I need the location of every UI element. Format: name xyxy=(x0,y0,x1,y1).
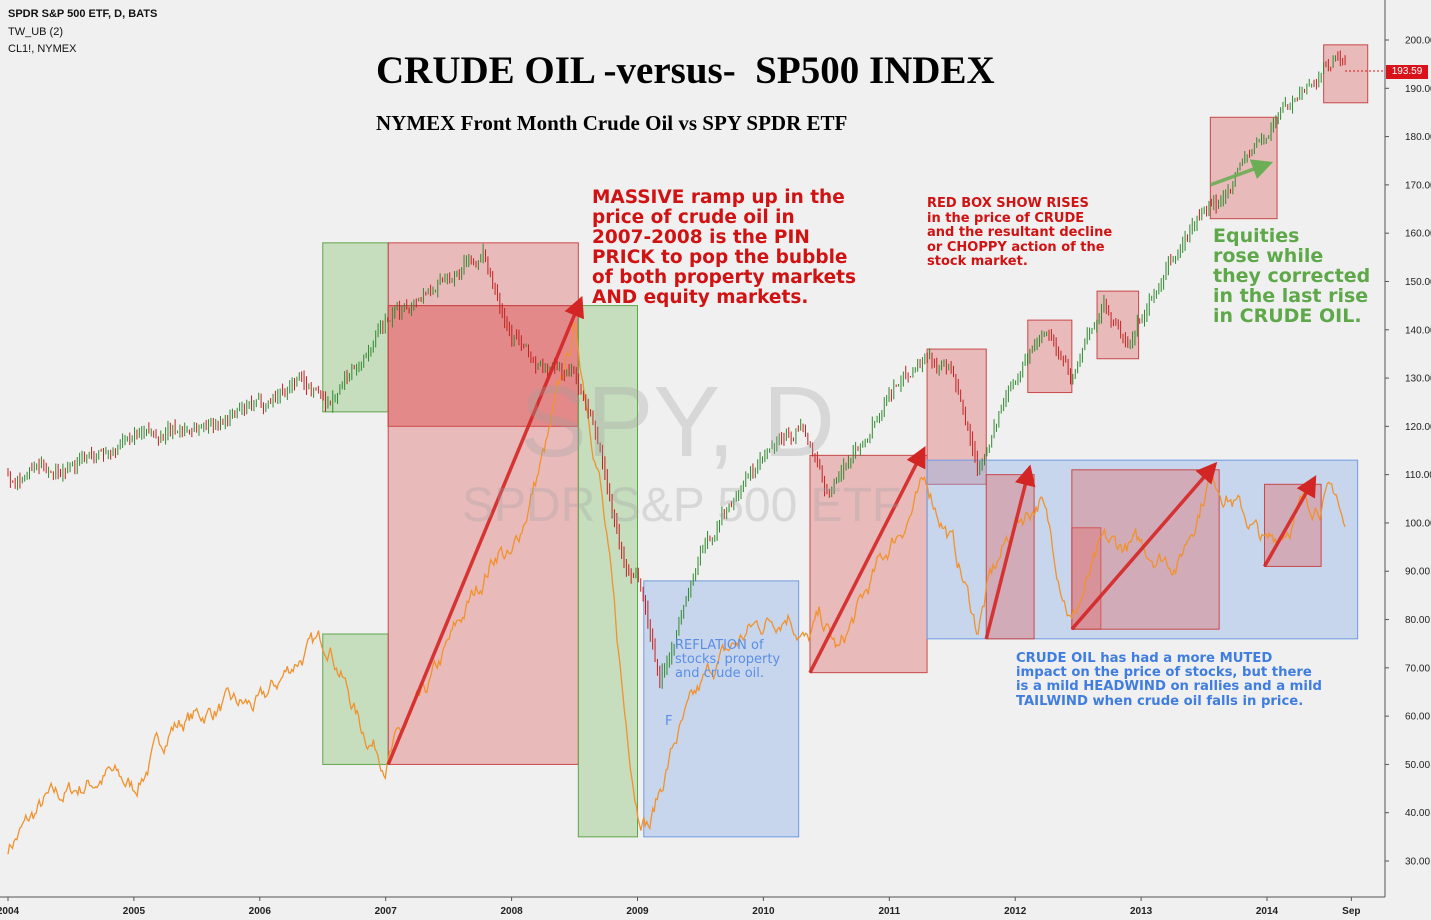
red-arrow xyxy=(386,295,585,766)
red-arrow xyxy=(1070,461,1218,631)
chart-subtitle: NYMEX Front Month Crude Oil vs SPY SPDR … xyxy=(376,111,848,135)
x-tick-label: 2005 xyxy=(123,906,146,917)
annotation-reflation: REFLATION of stocks, property and crude … xyxy=(675,638,781,681)
red-arrow xyxy=(1262,475,1317,568)
y-tick-label: 160.00 xyxy=(1405,229,1431,240)
x-tick-label: 2010 xyxy=(752,906,775,917)
x-tick-label: 2012 xyxy=(1004,906,1027,917)
green-arrow xyxy=(1209,159,1274,187)
y-tick-label: 180.00 xyxy=(1405,132,1431,143)
x-tick-label: 2007 xyxy=(375,906,398,917)
red-box xyxy=(1209,116,1278,220)
x-tick-label: 2014 xyxy=(1256,906,1279,917)
y-tick-label: 130.00 xyxy=(1405,374,1431,385)
y-tick-label: 80.00 xyxy=(1405,615,1430,626)
red-box xyxy=(1323,44,1369,104)
y-tick-label: 50.00 xyxy=(1405,760,1430,771)
y-tick-label: 100.00 xyxy=(1405,518,1431,529)
y-tick-label: 90.00 xyxy=(1405,567,1430,578)
green-box xyxy=(322,633,389,765)
y-tick-label: 200.00 xyxy=(1405,36,1431,47)
y-tick-label: 110.00 xyxy=(1405,470,1431,481)
y-tick-label: 120.00 xyxy=(1405,422,1431,433)
red-box xyxy=(1027,319,1073,394)
y-tick-label: 60.00 xyxy=(1405,712,1430,723)
header-indicator: TW_UB (2) xyxy=(8,26,63,38)
red-arrow xyxy=(808,445,926,674)
watermark-name: SPDR S&P 500 ETF xyxy=(462,479,902,532)
y-tick-label: 140.00 xyxy=(1405,325,1431,336)
header-compare-symbol: CL1!, NYMEX xyxy=(8,43,77,55)
blue-box xyxy=(643,580,800,838)
y-tick-label: 190.00 xyxy=(1405,84,1431,95)
watermark-symbol: SPY, D xyxy=(520,366,835,478)
x-tick-label: 2009 xyxy=(626,906,649,917)
annotation-f-marker: F xyxy=(665,714,673,729)
x-tick-label: 2011 xyxy=(878,906,900,917)
crude-oil-line xyxy=(7,321,1346,855)
annotation-red-box: RED BOX SHOW RISES in the price of CRUDE… xyxy=(927,196,1113,269)
y-tick-label: 70.00 xyxy=(1405,663,1430,674)
red-box xyxy=(387,305,579,427)
y-tick-label: 150.00 xyxy=(1405,277,1431,288)
annotation-equities: Equities rose while they corrected in th… xyxy=(1213,225,1371,327)
y-tick-label: 170.00 xyxy=(1405,180,1431,191)
header-symbol: SPDR S&P 500 ETF, D, BATS xyxy=(8,8,158,20)
green-box xyxy=(577,305,639,838)
x-tick-label: 2006 xyxy=(249,906,272,917)
x-tick-label: 2013 xyxy=(1130,906,1153,917)
x-tick-label: Sep xyxy=(1342,906,1360,917)
red-arrow xyxy=(984,464,1036,640)
green-box xyxy=(322,242,389,413)
annotation-muted-impact: CRUDE OIL has had a more MUTED impact on… xyxy=(1016,651,1322,709)
y-tick-label: 30.00 xyxy=(1405,857,1430,868)
x-tick-label: 2008 xyxy=(500,906,523,917)
y-tick-label: 40.00 xyxy=(1405,808,1430,819)
annotation-massive-ramp: MASSIVE ramp up in the price of crude oi… xyxy=(592,187,857,308)
last-price-tag: 193.59 xyxy=(1386,65,1428,79)
x-tick-label: 2004 xyxy=(0,906,20,917)
chart-title: CRUDE OIL -versus- SP500 INDEX xyxy=(376,49,995,92)
